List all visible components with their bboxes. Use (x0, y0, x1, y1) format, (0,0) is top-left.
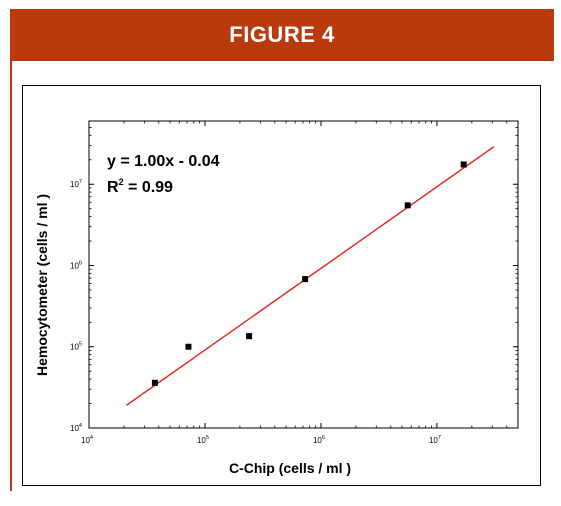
y-tick-exponent: 6 (79, 260, 82, 266)
data-point (246, 333, 253, 340)
left-accent-rule (10, 61, 12, 491)
x-tick-exponent: 4 (90, 435, 93, 441)
data-points (151, 161, 467, 386)
y-tick-base: 10 (70, 261, 79, 270)
r-squared-annotation: R2 = 0.99 (107, 177, 173, 196)
data-point (185, 343, 192, 350)
y-tick-exponent: 7 (79, 179, 82, 185)
equation-annotation: y = 1.00x - 0.04 (107, 153, 220, 170)
x-tick-label: 107 (429, 435, 441, 445)
x-tick-label: 104 (81, 435, 93, 445)
y-tick-exponent: 5 (79, 342, 82, 348)
x-tick-base: 10 (197, 436, 206, 445)
x-tick-label: 105 (197, 435, 209, 445)
figure-banner: FIGURE 4 (10, 9, 554, 61)
chart-panel: 104 105 106 107 104 105 106 107 y = 1.00x - 0.… (22, 85, 541, 486)
r2-prefix: R (107, 179, 119, 196)
r2-suffix: = 0.99 (124, 179, 173, 196)
r2-exponent: 2 (119, 177, 124, 187)
x-tick-base: 10 (313, 436, 322, 445)
data-point (404, 202, 411, 209)
x-ticks: 104 105 106 107 (81, 121, 441, 445)
x-tick-exponent: 6 (322, 435, 325, 441)
x-tick-label: 106 (313, 435, 325, 445)
x-tick-base: 10 (81, 436, 90, 445)
y-tick-base: 10 (70, 424, 79, 433)
data-point (151, 379, 158, 386)
x-tick-base: 10 (429, 436, 438, 445)
y-tick-base: 10 (70, 343, 79, 352)
y-tick-label: 104 (70, 423, 82, 433)
y-tick-label: 106 (70, 260, 82, 270)
data-point (302, 276, 309, 283)
data-point (460, 161, 467, 168)
y-tick-base: 10 (70, 180, 79, 189)
fit-line (125, 146, 495, 406)
y-tick-label: 107 (70, 179, 82, 189)
plot-frame (88, 120, 519, 429)
axes (88, 120, 519, 429)
y-axis-label: Hemocytometer (cells / ml ) (34, 194, 50, 376)
y-tick-exponent: 4 (79, 423, 82, 429)
figure-title: FIGURE 4 (229, 22, 335, 47)
x-tick-exponent: 5 (206, 435, 209, 441)
y-tick-label: 105 (70, 342, 82, 352)
fit-line-group (125, 146, 495, 406)
x-axis-label: C-Chip (cells / ml ) (229, 460, 351, 476)
x-tick-exponent: 7 (438, 435, 441, 441)
